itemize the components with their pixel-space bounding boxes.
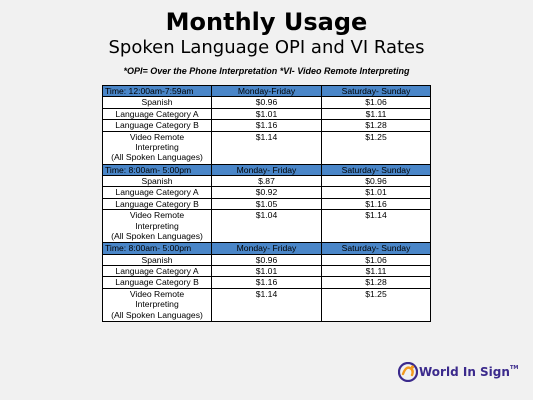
table-row: Language Category A $0.92 $1.01 bbox=[102, 186, 431, 199]
language-cell: Video Remote Interpreting (All Spoken La… bbox=[102, 287, 212, 322]
vri-label-line: (All Spoken Languages) bbox=[111, 231, 203, 242]
page-title: Monthly Usage bbox=[165, 8, 368, 36]
vri-label-line: Interpreting bbox=[135, 299, 179, 310]
weekday-rate-cell: $0.96 bbox=[211, 253, 322, 267]
language-cell: Language Category B bbox=[102, 197, 212, 211]
language-cell: Spanish bbox=[102, 175, 212, 188]
language-cell: Spanish bbox=[102, 96, 212, 109]
weekend-rate-cell: $1.06 bbox=[321, 253, 431, 267]
language-cell: Video Remote Interpreting (All Spoken La… bbox=[102, 130, 212, 165]
table-row: Spanish $0.96 $1.06 bbox=[102, 96, 431, 109]
weekend-rate-cell: $0.96 bbox=[321, 175, 431, 188]
weekend-rate-cell: $1.28 bbox=[321, 276, 431, 289]
table-row: Language Category B $1.16 $1.28 bbox=[102, 119, 431, 132]
vri-label-line: Video Remote bbox=[129, 288, 185, 299]
weekday-rate-cell: $.87 bbox=[211, 175, 322, 188]
table-row: Spanish $0.96 $1.06 bbox=[102, 253, 431, 267]
vri-label-line: (All Spoken Languages) bbox=[111, 309, 203, 320]
weekend-rate-cell: $1.11 bbox=[321, 265, 431, 278]
language-cell: Language Category A bbox=[102, 186, 212, 199]
weekday-rate-cell: $1.14 bbox=[211, 287, 322, 322]
table-row: Language Category A $1.01 $1.11 bbox=[102, 107, 431, 121]
weekend-header-cell: Saturday- Sunday bbox=[321, 84, 431, 98]
weekday-rate-cell: $0.96 bbox=[211, 96, 322, 109]
table-row: Video Remote Interpreting (All Spoken La… bbox=[102, 209, 431, 244]
vri-label-line: Interpreting bbox=[135, 220, 179, 231]
vri-label-line: (All Spoken Languages) bbox=[111, 152, 203, 163]
weekday-rate-cell: $0.92 bbox=[211, 186, 322, 199]
weekend-rate-cell: $1.28 bbox=[321, 119, 431, 132]
vri-label-line: Video Remote bbox=[129, 131, 185, 142]
section-header-row: Time: 8:00am- 5:00pm Monday- Friday Satu… bbox=[102, 163, 431, 177]
time-range-cell: Time: 8:00am- 5:00pm bbox=[102, 242, 212, 255]
weekday-rate-cell: $1.14 bbox=[211, 130, 322, 165]
abbreviation-note: *OPI= Over the Phone Interpretation *VI-… bbox=[123, 66, 410, 76]
vri-label-line: Interpreting bbox=[135, 142, 179, 153]
weekday-header-cell: Monday- Friday bbox=[211, 163, 322, 177]
logo-text: World In SignTM bbox=[419, 365, 518, 379]
language-cell: Video Remote Interpreting (All Spoken La… bbox=[102, 209, 212, 244]
language-cell: Spanish bbox=[102, 253, 212, 267]
weekend-rate-cell: $1.25 bbox=[321, 287, 431, 322]
world-in-sign-logo-icon bbox=[398, 362, 418, 382]
table-row: Spanish $.87 $0.96 bbox=[102, 175, 431, 188]
section-header-row: Time: 8:00am- 5:00pm Monday- Friday Satu… bbox=[102, 242, 431, 255]
table-row: Language Category B $1.16 $1.28 bbox=[102, 276, 431, 289]
weekday-header-cell: Monday-Friday bbox=[211, 84, 322, 98]
weekend-rate-cell: $1.01 bbox=[321, 186, 431, 199]
vri-label-line: Video Remote bbox=[129, 210, 185, 221]
weekday-rate-cell: $1.05 bbox=[211, 197, 322, 211]
table-row: Language Category B $1.05 $1.16 bbox=[102, 197, 431, 211]
language-cell: Language Category B bbox=[102, 119, 212, 132]
weekday-header-cell: Monday- Friday bbox=[211, 242, 322, 255]
weekend-rate-cell: $1.25 bbox=[321, 130, 431, 165]
brand-logo: World In SignTM bbox=[398, 362, 518, 384]
weekend-rate-cell: $1.11 bbox=[321, 107, 431, 121]
rates-table: Time: 12:00am-7:59am Monday-Friday Satur… bbox=[102, 84, 431, 322]
table-row: Video Remote Interpreting (All Spoken La… bbox=[102, 130, 431, 165]
logo-wordmark: World In Sign bbox=[419, 365, 510, 379]
weekend-header-cell: Saturday- Sunday bbox=[321, 163, 431, 177]
weekend-rate-cell: $1.14 bbox=[321, 209, 431, 244]
language-cell: Language Category A bbox=[102, 107, 212, 121]
weekday-rate-cell: $1.16 bbox=[211, 119, 322, 132]
weekday-rate-cell: $1.01 bbox=[211, 107, 322, 121]
time-range-cell: Time: 8:00am- 5:00pm bbox=[102, 163, 212, 177]
weekday-rate-cell: $1.04 bbox=[211, 209, 322, 244]
language-cell: Language Category A bbox=[102, 265, 212, 278]
time-range-cell: Time: 12:00am-7:59am bbox=[102, 84, 212, 98]
section-header-row: Time: 12:00am-7:59am Monday-Friday Satur… bbox=[102, 84, 431, 98]
table-row: Language Category A $1.01 $1.11 bbox=[102, 265, 431, 278]
table-row: Video Remote Interpreting (All Spoken La… bbox=[102, 287, 431, 322]
language-cell: Language Category B bbox=[102, 276, 212, 289]
weekend-rate-cell: $1.06 bbox=[321, 96, 431, 109]
weekend-rate-cell: $1.16 bbox=[321, 197, 431, 211]
weekend-header-cell: Saturday- Sunday bbox=[321, 242, 431, 255]
weekday-rate-cell: $1.01 bbox=[211, 265, 322, 278]
trademark-symbol: TM bbox=[509, 365, 519, 371]
weekday-rate-cell: $1.16 bbox=[211, 276, 322, 289]
page-subtitle: Spoken Language OPI and VI Rates bbox=[108, 37, 425, 58]
